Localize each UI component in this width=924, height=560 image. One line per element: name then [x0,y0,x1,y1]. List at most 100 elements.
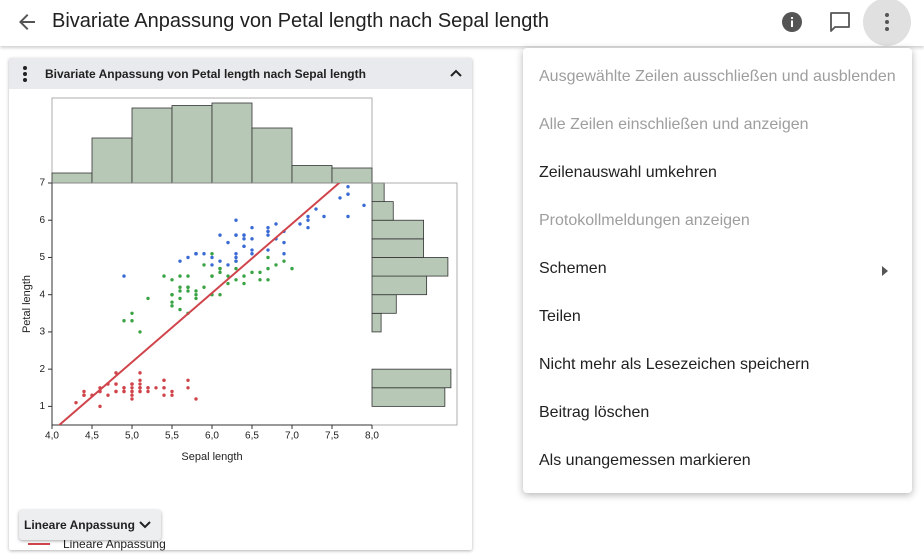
data-point [210,274,214,278]
menu-item: Protokollmeldungen anzeigen [539,212,750,229]
menu-item: Alle Zeilen einschließen und anzeigen [539,116,809,133]
more-button[interactable] [863,0,911,46]
data-point [170,292,174,297]
menu-item[interactable]: Als unangemessen markieren [539,452,751,469]
data-point [266,233,270,237]
data-point [170,300,174,304]
data-point [178,285,182,289]
right-histogram-bar [371,387,446,407]
x-tick-label: 7,5 [325,431,339,442]
data-point [250,225,254,230]
data-point [346,192,350,196]
fit-line [57,183,341,425]
comment-button[interactable] [828,10,852,34]
y-tick-label: 5 [39,252,45,263]
data-point [234,233,238,237]
data-point [306,225,310,230]
data-point [194,296,198,301]
data-point [138,330,142,334]
card-menu-button[interactable] [19,65,31,83]
data-point [226,263,230,267]
y-tick-label: 6 [39,215,45,226]
menu-item[interactable]: Zeilenauswahl umkehren [539,164,717,181]
data-point [290,266,294,271]
right-histogram-bar [371,275,428,296]
page-title: Bivariate Anpassung von Petal length nac… [52,10,550,32]
data-point [186,255,190,260]
data-point [266,255,270,260]
data-point [130,386,134,390]
data-point [186,285,190,289]
data-point [234,259,238,263]
x-tick-label: 8,0 [365,431,379,442]
back-button[interactable] [15,10,39,34]
y-tick-label: 7 [39,178,45,189]
data-point [210,252,214,256]
top-histogram-bar [91,137,133,184]
data-point [138,371,142,375]
data-point [138,382,142,386]
menu-item[interactable]: Teilen [539,308,581,325]
data-point [122,389,126,394]
data-point [194,397,198,401]
data-point [226,281,230,286]
x-tick-label: 4,0 [45,431,59,442]
data-point [130,311,134,316]
y-axis-label: Petal length [21,275,33,333]
data-point [122,386,126,390]
collapse-button[interactable] [449,67,463,79]
data-point [234,218,238,222]
data-point [138,389,142,394]
data-point [242,233,246,237]
data-point [250,237,254,241]
right-histogram-bar [371,257,449,277]
data-point [130,382,134,386]
data-point [282,240,286,245]
menu-item[interactable]: Nicht mehr als Lesezeichen speichern [539,356,810,373]
data-point [306,218,310,222]
fit-group [57,183,341,425]
data-point [234,252,238,256]
data-point [146,386,150,390]
top-histogram-bar [171,105,213,184]
data-point [282,252,286,256]
data-point [130,397,134,401]
data-point [194,289,198,293]
top-bar: Bivariate Anpassung von Petal length nac… [0,0,924,46]
y-tick-label: 4 [39,289,45,300]
data-point [346,214,350,219]
data-point [258,278,262,282]
data-point [258,270,262,275]
menu-item[interactable]: Beitrag löschen [539,404,650,421]
data-point [218,259,222,263]
data-point [170,304,174,308]
data-point [210,255,214,260]
data-point [186,289,190,293]
data-point [202,285,206,289]
y-tick-label: 3 [39,327,45,338]
data-point [218,270,222,275]
submenu-arrow [882,266,888,276]
data-point [162,393,166,397]
fit-dropdown-button[interactable]: Lineare Anpassung [19,510,161,540]
data-point [266,229,270,234]
right-histogram-bar [371,368,452,389]
data-point [114,382,118,386]
data-point [130,319,134,323]
data-point [266,266,270,271]
right-histogram-bar [371,312,382,333]
data-point [242,274,246,278]
data-point [186,274,190,278]
data-point [202,252,206,256]
data-point [274,222,278,226]
data-point [162,274,166,278]
data-point [346,185,350,189]
right-histogram-bar [371,201,394,221]
menu-item[interactable]: Schemen [539,260,607,277]
right-histogram-bar [371,294,397,314]
card-title: Bivariate Anpassung von Petal length nac… [45,67,366,81]
info-button[interactable] [780,10,804,34]
x-tick-label: 5,0 [125,431,139,442]
data-point [114,371,118,375]
y-tick-label: 2 [39,364,45,375]
